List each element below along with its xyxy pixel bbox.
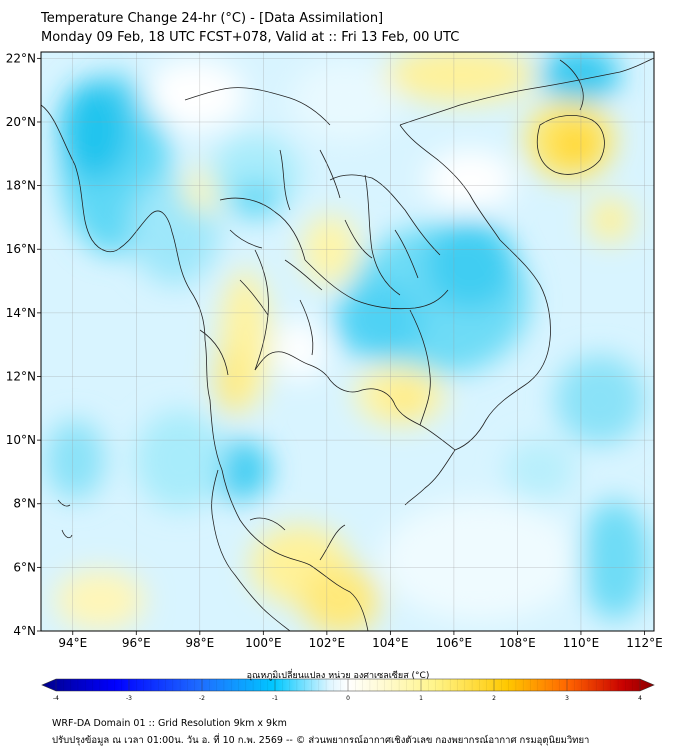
y-tick-label: 10°N xyxy=(6,433,36,447)
map-frame xyxy=(40,51,655,632)
colorbar-tick-label: -2 xyxy=(199,695,205,702)
x-tick-label: 100°E xyxy=(245,636,282,650)
colorbar-tick-label: 3 xyxy=(565,695,569,702)
x-tick-label: 106°E xyxy=(436,636,473,650)
x-tick-label: 112°E xyxy=(626,636,663,650)
map-title: Temperature Change 24-hr (°C) - [Data As… xyxy=(41,11,384,26)
temperature-field xyxy=(41,52,654,631)
colorbar-tick-label: -4 xyxy=(53,695,59,702)
colorbar-tick-label: 1 xyxy=(419,695,423,702)
coastlines-and-borders xyxy=(41,57,654,631)
colorbar-ticks: -4 -3 -2 -1 0 1 2 3 4 xyxy=(53,679,642,702)
colorbar-title: อุณหภูมิเปลี่ยนแปลง หน่วย องศาเซลเซียส (… xyxy=(246,671,430,681)
colorbar-tick-label: 4 xyxy=(638,695,642,702)
x-tick-label: 94°E xyxy=(58,636,87,650)
y-tick-label: 16°N xyxy=(6,242,36,256)
colorbar-tick-label: -3 xyxy=(126,695,132,702)
y-tick-label: 12°N xyxy=(6,369,36,383)
y-tick-label: 18°N xyxy=(6,179,36,193)
colorbar-tick-label: 0 xyxy=(346,695,350,702)
y-tick-label: 8°N xyxy=(13,497,36,511)
x-tick-label: 96°E xyxy=(122,636,151,650)
footer-domain-info: WRF-DA Domain 01 :: Grid Resolution 9km … xyxy=(52,718,287,729)
x-tick-label: 110°E xyxy=(563,636,600,650)
colorbar-tick-label: -1 xyxy=(272,695,278,702)
map-subtitle-valid-time: Monday 09 Feb, 18 UTC FCST+078, Valid at… xyxy=(41,30,460,45)
x-tick-label: 108°E xyxy=(499,636,536,650)
footer-credit: ปรับปรุงข้อมูล ณ เวลา 01:00น. วัน อ. ที่… xyxy=(52,735,590,746)
y-tick-label: 4°N xyxy=(13,624,36,638)
x-tick-label: 98°E xyxy=(185,636,214,650)
y-tick-label: 22°N xyxy=(6,51,36,65)
x-tick-label: 104°E xyxy=(372,636,409,650)
y-tick-label: 6°N xyxy=(13,560,36,574)
y-tick-label: 20°N xyxy=(6,115,36,129)
colorbar-tick-label: 2 xyxy=(492,695,496,702)
latitude-axis: 4°N 6°N 8°N 10°N 12°N 14°N 16°N 18°N 20°N 22°N xyxy=(6,51,41,638)
longitude-axis: 94°E 96°E 98°E 100°E 102°E 104°E 106°E 108°E 110… xyxy=(58,631,663,650)
x-tick-label: 102°E xyxy=(309,636,346,650)
y-tick-label: 14°N xyxy=(6,306,36,320)
